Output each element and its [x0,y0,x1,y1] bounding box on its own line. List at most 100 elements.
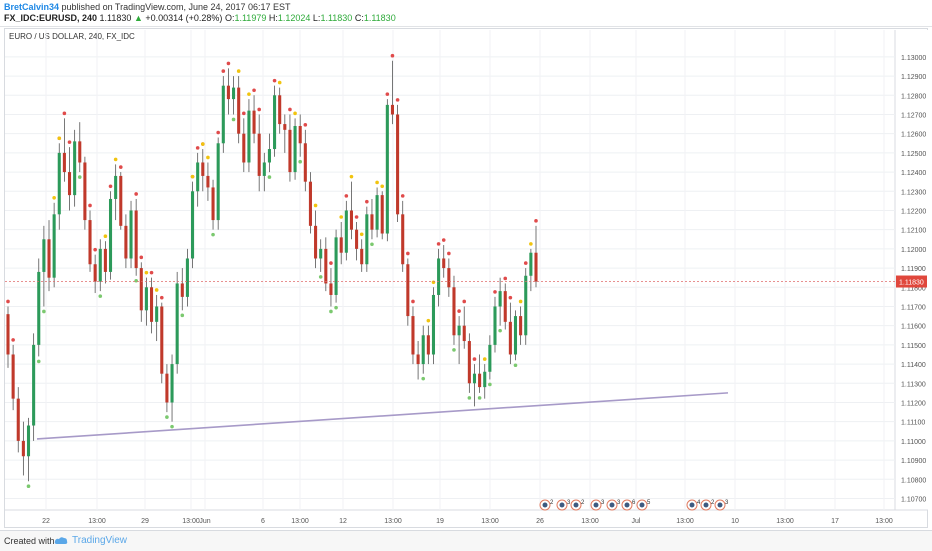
candle-body[interactable] [21,440,25,457]
candle-body[interactable] [57,152,61,215]
candle-body[interactable] [67,172,72,196]
candle-body[interactable] [344,210,348,253]
candle-body[interactable] [478,373,482,388]
candle-body[interactable] [267,149,271,163]
candle-body[interactable] [52,214,56,278]
candle-body[interactable] [216,143,220,221]
candle-body[interactable] [401,214,405,265]
candle-body[interactable] [149,287,154,322]
symbol-label[interactable]: FX_IDC:EURUSD, 240 [4,13,98,23]
candle-body[interactable] [170,364,174,403]
candle-body[interactable] [108,198,113,272]
candle-body[interactable] [534,252,538,282]
candle-body[interactable] [226,85,230,100]
candle-body[interactable] [32,344,36,426]
candle-body[interactable] [221,85,225,144]
candle-body[interactable] [42,239,46,272]
candle-body[interactable] [411,316,415,355]
candle-body[interactable] [103,248,107,272]
author-name[interactable]: BretCalvin34 [4,2,60,12]
candle-body[interactable] [329,283,333,295]
candle-body[interactable] [303,143,307,182]
candle-body[interactable] [349,210,353,230]
candle-body[interactable] [503,291,507,322]
candle-body[interactable] [283,124,287,130]
candle-body[interactable] [447,268,451,288]
candle-body[interactable] [431,294,436,355]
candle-body[interactable] [324,248,328,284]
candle-body[interactable] [114,175,118,199]
candle-body[interactable] [360,248,364,265]
candle-body[interactable] [211,187,215,221]
candle-body[interactable] [493,306,497,345]
candle-body[interactable] [416,354,420,365]
candle-body[interactable] [529,252,533,276]
candle-body[interactable] [513,316,518,355]
candle-body[interactable] [237,87,241,134]
candle-body[interactable] [457,325,461,336]
candle-body[interactable] [355,229,359,249]
candle-body[interactable] [37,271,41,345]
candle-body[interactable] [462,325,466,342]
candle-body[interactable] [78,141,82,163]
candle-body[interactable] [139,268,143,311]
candle-body[interactable] [134,210,138,269]
candle-body[interactable] [196,162,200,192]
candle-body[interactable] [370,214,374,230]
candle-body[interactable] [524,275,528,336]
candle-body[interactable] [472,373,477,384]
candle-body[interactable] [426,335,430,355]
candle-body[interactable] [380,195,384,234]
candle-body[interactable] [483,371,487,388]
candle-body[interactable] [93,264,97,282]
candle-body[interactable] [16,398,20,441]
candle-body[interactable] [11,354,15,399]
candle-body[interactable] [129,210,133,259]
candle-body[interactable] [124,225,128,259]
candle-body[interactable] [175,283,179,365]
candle-body[interactable] [62,152,66,173]
candle-body[interactable] [396,114,400,215]
candle-body[interactable] [308,181,312,226]
candle-body[interactable] [273,95,277,150]
candle-body[interactable] [519,316,523,336]
candle-body[interactable] [47,239,51,278]
chart-canvas[interactable]: 1.13000 1.12900 1.12800 1.12700 1.12600 1.125… [0,0,932,530]
candle-body[interactable] [390,104,395,115]
candle-body[interactable] [26,425,31,457]
candle-body[interactable] [257,133,261,176]
candle-body[interactable] [98,248,102,282]
candle-body[interactable] [278,95,282,125]
candle-body[interactable] [421,335,425,365]
candle-body[interactable] [288,129,292,173]
candle-body[interactable] [293,126,297,173]
candle-body[interactable] [191,191,195,259]
candle-body[interactable] [437,258,441,295]
candle-body[interactable] [375,195,379,230]
candle-body[interactable] [488,344,492,372]
candle-body[interactable] [83,162,87,221]
candle-body[interactable] [298,126,302,144]
candle-body[interactable] [262,162,266,176]
candle-body[interactable] [6,314,10,355]
candle-body[interactable] [508,321,512,355]
candle-body[interactable] [144,287,148,311]
candle-body[interactable] [88,220,92,265]
candle-body[interactable] [242,133,246,163]
candle-body[interactable] [201,162,205,176]
candle-body[interactable] [442,258,446,269]
candle-body[interactable] [180,283,184,297]
candle-body[interactable] [452,287,456,336]
candle-body[interactable] [160,306,164,374]
candle-body[interactable] [365,214,369,265]
candle-body[interactable] [314,225,318,259]
candle-body[interactable] [185,258,189,297]
candle-body[interactable] [385,104,389,234]
candle-body[interactable] [319,248,323,259]
candle-body[interactable] [165,373,169,403]
candle-body[interactable] [252,110,256,134]
candle-body[interactable] [467,341,471,384]
trendline[interactable] [36,392,729,440]
candle-body[interactable] [334,237,338,295]
candle-body[interactable] [247,110,251,163]
